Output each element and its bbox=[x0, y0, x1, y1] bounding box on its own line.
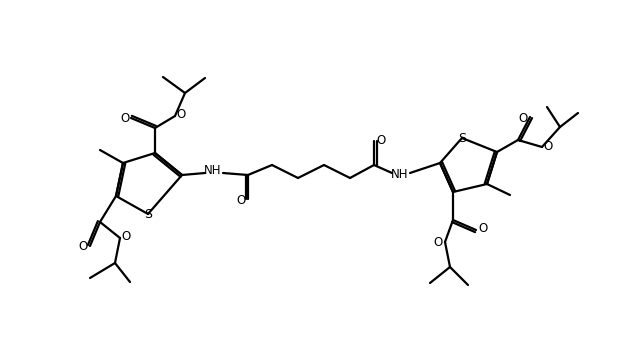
Text: O: O bbox=[237, 194, 246, 208]
Text: O: O bbox=[121, 230, 131, 244]
Text: O: O bbox=[176, 108, 186, 121]
Text: O: O bbox=[518, 111, 528, 125]
Text: NH: NH bbox=[391, 168, 409, 181]
Text: S: S bbox=[458, 131, 466, 144]
Text: O: O bbox=[433, 237, 443, 249]
Text: S: S bbox=[144, 208, 152, 221]
Text: O: O bbox=[543, 141, 553, 154]
Text: O: O bbox=[120, 113, 130, 126]
Text: O: O bbox=[79, 240, 87, 253]
Text: NH: NH bbox=[204, 165, 222, 177]
Text: O: O bbox=[376, 133, 386, 146]
Text: O: O bbox=[479, 223, 487, 236]
